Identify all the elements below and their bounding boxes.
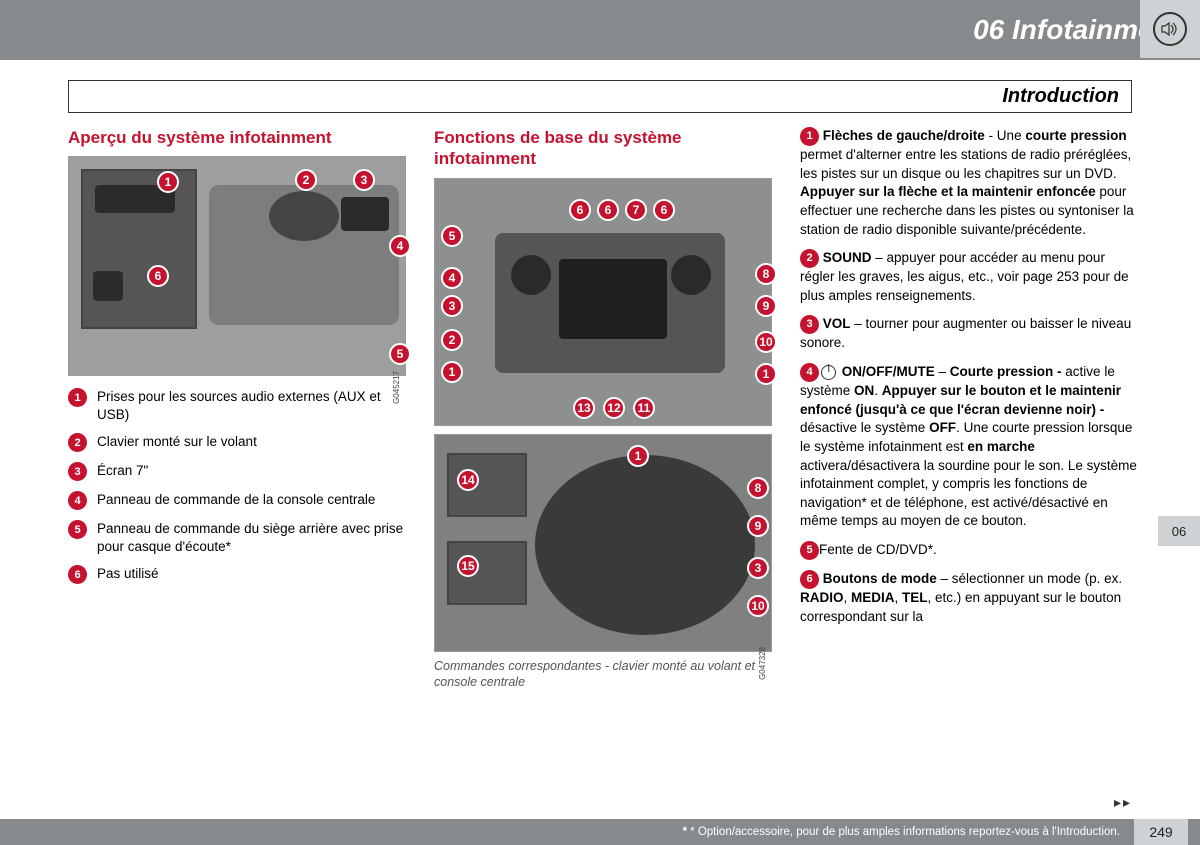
- figure-ref-b: G047328: [758, 647, 767, 680]
- figure-caption: Commandes correspondantes - clavier mont…: [434, 658, 772, 691]
- legend-num: 3: [68, 462, 87, 481]
- desc-item-2: 2 SOUND – appuyer pour accéder au menu p…: [800, 249, 1138, 305]
- desc-num: 4: [800, 363, 819, 382]
- continue-marker: ▸▸: [1114, 794, 1132, 811]
- legend-item: 1 Prises pour les sources audio externes …: [68, 388, 406, 423]
- callout-3: 3: [747, 557, 769, 579]
- desc-num: 3: [800, 315, 819, 334]
- figure-overview: G045217 123456: [68, 156, 406, 376]
- callout-2: 2: [441, 329, 463, 351]
- legend-text: Panneau de commande du siège arrière ave…: [97, 520, 406, 555]
- chapter-header: 06 Infotainment: [0, 0, 1200, 60]
- callout-6: 6: [597, 199, 619, 221]
- desc-item-6: 6 Boutons de mode – sélectionner un mode…: [800, 570, 1138, 626]
- legend-num: 5: [68, 520, 87, 539]
- legend-text: Prises pour les sources audio externes (…: [97, 388, 406, 423]
- speaker-icon: [1153, 12, 1187, 46]
- col1-heading: Aperçu du système infotainment: [68, 127, 406, 148]
- callout-1: 1: [755, 363, 777, 385]
- callout-13: 13: [573, 397, 595, 419]
- footnote: * * Option/accessoire, pour de plus ampl…: [682, 826, 1120, 838]
- figure-steering: G047328 1415189310: [434, 434, 772, 652]
- column-3: 1 Flèches de gauche/droite - Une courte …: [800, 127, 1138, 690]
- callout-10: 10: [747, 595, 769, 617]
- callout-12: 12: [603, 397, 625, 419]
- col1-legend: 1 Prises pour les sources audio externes …: [68, 388, 406, 584]
- desc-item-3: 3 VOL – tourner pour augmenter ou baisse…: [800, 315, 1138, 353]
- legend-text: Pas utilisé: [97, 565, 159, 584]
- legend-item: 4 Panneau de commande de la console centr…: [68, 491, 406, 510]
- speaker-icon-box: [1140, 0, 1200, 58]
- legend-item: 3 Écran 7": [68, 462, 406, 481]
- callout-11: 11: [633, 397, 655, 419]
- desc-num: 5: [800, 541, 819, 560]
- footer: * * Option/accessoire, pour de plus ampl…: [0, 819, 1200, 845]
- callout-5: 5: [441, 225, 463, 247]
- desc-num: 2: [800, 249, 819, 268]
- page-number: 249: [1134, 819, 1188, 845]
- desc-item-5: 5Fente de CD/DVD*.: [800, 541, 1138, 560]
- section-bar: Introduction: [68, 80, 1132, 113]
- callout-1: 1: [441, 361, 463, 383]
- legend-text: Écran 7": [97, 462, 148, 481]
- callout-4: 4: [441, 267, 463, 289]
- callout-10: 10: [755, 331, 777, 353]
- legend-item: 2 Clavier monté sur le volant: [68, 433, 406, 452]
- callout-9: 9: [747, 515, 769, 537]
- column-2: Fonctions de base du système infotainmen…: [434, 127, 772, 690]
- callout-14: 14: [457, 469, 479, 491]
- callout-7: 7: [625, 199, 647, 221]
- column-1: Aperçu du système infotainment G045217 1…: [68, 127, 406, 690]
- legend-num: 4: [68, 491, 87, 510]
- callout-5: 5: [389, 343, 411, 365]
- legend-num: 1: [68, 388, 87, 407]
- content-columns: Aperçu du système infotainment G045217 1…: [68, 127, 1138, 690]
- callout-15: 15: [457, 555, 479, 577]
- section-title: Introduction: [1002, 85, 1119, 108]
- desc-item-4: 4 ON/OFF/MUTE – Courte pression - active…: [800, 363, 1138, 531]
- callout-6: 6: [653, 199, 675, 221]
- desc-num: 1: [800, 127, 819, 146]
- figure-ref: G045217: [392, 371, 401, 404]
- callout-8: 8: [747, 477, 769, 499]
- side-tab: 06: [1158, 516, 1200, 546]
- legend-item: 5 Panneau de commande du siège arrière av…: [68, 520, 406, 555]
- desc-num: 6: [800, 570, 819, 589]
- legend-num: 2: [68, 433, 87, 452]
- callout-1: 1: [627, 445, 649, 467]
- legend-text: Clavier monté sur le volant: [97, 433, 257, 452]
- legend-num: 6: [68, 565, 87, 584]
- legend-text: Panneau de commande de la console centra…: [97, 491, 375, 510]
- figure-console: 54321667689101131211: [434, 178, 772, 426]
- col2-heading: Fonctions de base du système infotainmen…: [434, 127, 772, 170]
- callout-3: 3: [441, 295, 463, 317]
- legend-item: 6 Pas utilisé: [68, 565, 406, 584]
- callout-8: 8: [755, 263, 777, 285]
- callout-4: 4: [389, 235, 411, 257]
- desc-item-1: 1 Flèches de gauche/droite - Une courte …: [800, 127, 1138, 239]
- callout-9: 9: [755, 295, 777, 317]
- callout-6: 6: [569, 199, 591, 221]
